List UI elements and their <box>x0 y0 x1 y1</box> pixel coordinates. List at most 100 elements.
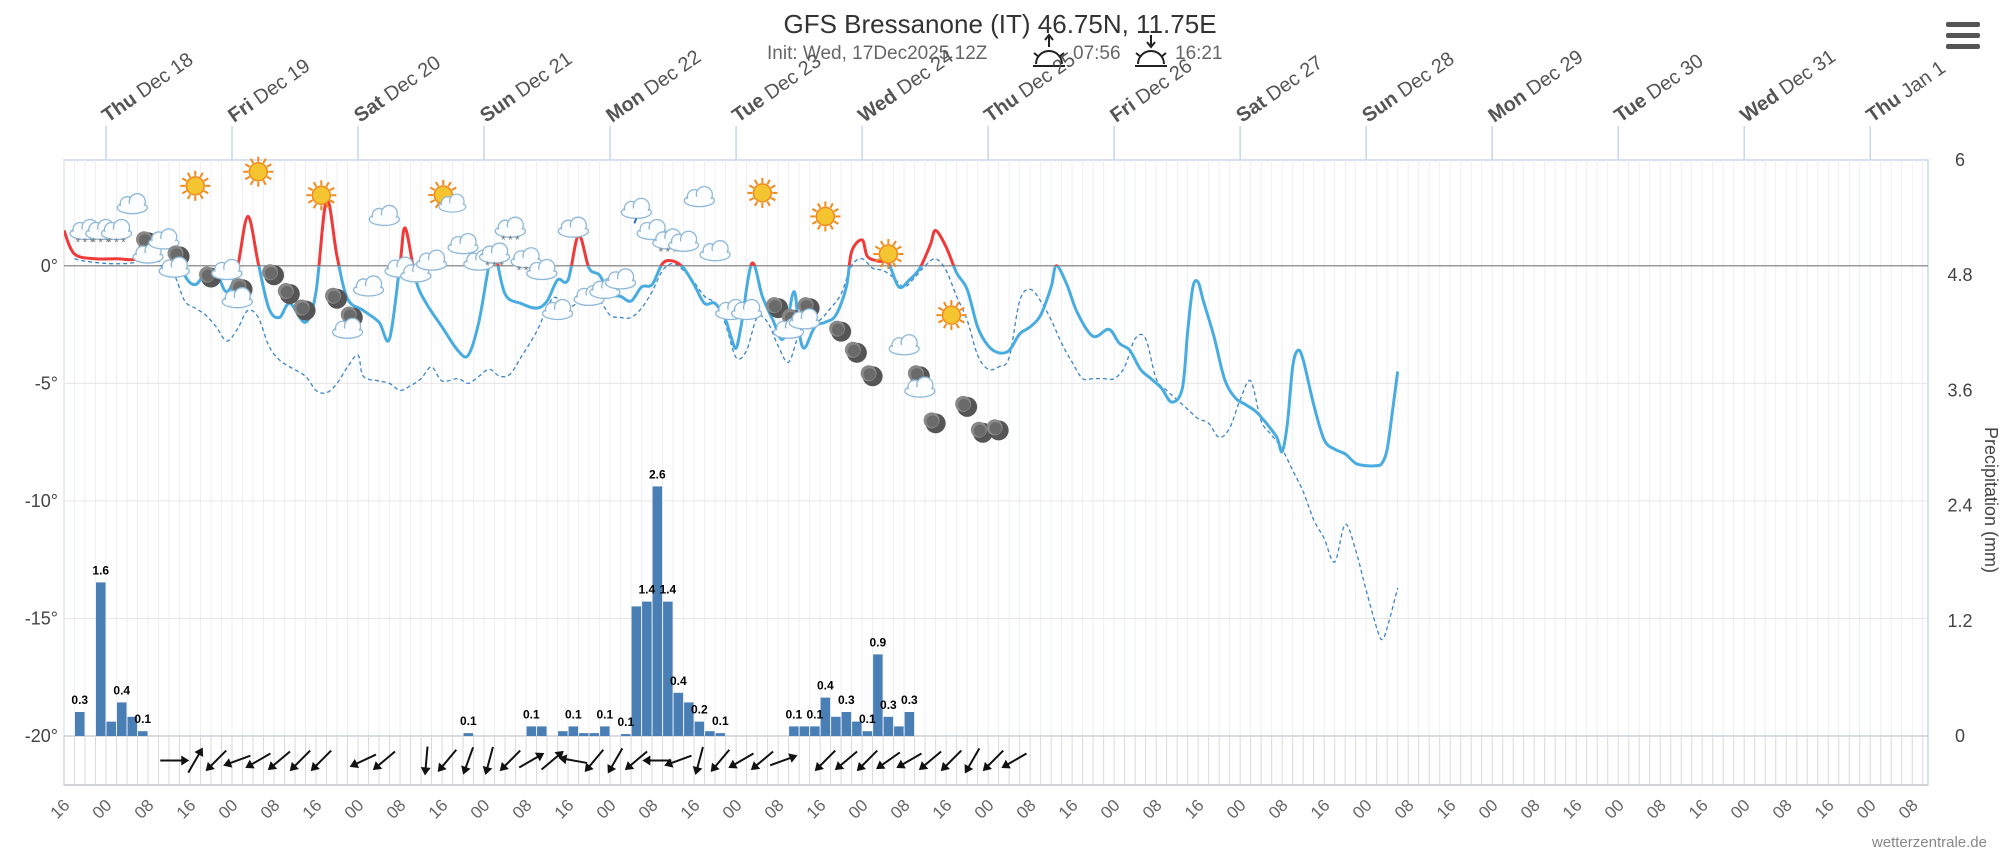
precip-bar <box>789 726 799 736</box>
precip-axis-title: Precipitation (mm) <box>1981 427 2000 573</box>
time-tick-label: 00 <box>467 796 494 823</box>
precip-bar <box>96 582 106 736</box>
time-tick-label: 16 <box>1685 796 1712 823</box>
time-tick-label: 16 <box>47 796 74 823</box>
temperature-tick-label: -5° <box>35 373 58 393</box>
sunrise-time: 07:56 <box>1073 43 1121 64</box>
precip-bar <box>558 731 568 736</box>
time-tick-label: 16 <box>425 796 452 823</box>
precip-value-label: 1.4 <box>659 583 676 597</box>
day-label-3: Sun Dec 21 <box>476 48 576 127</box>
time-tick-label: 00 <box>341 796 368 823</box>
precip-value-label: 0.1 <box>460 714 477 728</box>
time-tick-label: 16 <box>677 796 704 823</box>
svg-text:*: * <box>658 245 663 259</box>
precip-bar <box>579 733 589 736</box>
time-tick-label: 08 <box>509 796 536 823</box>
time-tick-label: 08 <box>887 796 914 823</box>
day-label-9: Sat Dec 27 <box>1232 52 1327 127</box>
day-label-10: Sun Dec 28 <box>1358 48 1458 127</box>
time-tick-label: 08 <box>1643 796 1670 823</box>
precip-bar <box>527 726 537 736</box>
hamburger-menu-icon[interactable] <box>1946 22 1980 52</box>
precip-tick-label: 0 <box>1955 726 1965 746</box>
time-tick-label: 00 <box>215 796 242 823</box>
time-tick-label: 16 <box>299 796 326 823</box>
svg-text:*: * <box>499 259 504 273</box>
precip-bar <box>894 726 904 736</box>
time-tick-label: 00 <box>1601 796 1628 823</box>
sunset-icon <box>1135 35 1167 66</box>
temperature-tick-label: -15° <box>25 608 58 628</box>
time-tick-label: 08 <box>1265 796 1292 823</box>
time-tick-label: 08 <box>1769 796 1796 823</box>
time-axis: 16 00 08 16 00 08 16 00 08 16 00 08 16 00 08 16 00 08 16 00… <box>47 796 1922 823</box>
time-tick-label: 16 <box>1181 796 1208 823</box>
plot-background <box>64 160 1928 785</box>
precip-bar <box>842 712 852 736</box>
svg-text:*: * <box>83 236 88 250</box>
svg-text:*: * <box>76 236 81 250</box>
precip-bar <box>663 602 673 736</box>
meteogram-chart: GFS Bressanone (IT) 46.75N, 11.75E Init:… <box>0 0 2000 849</box>
precip-tick-label: 3.6 <box>1947 380 1972 400</box>
time-tick-label: 00 <box>971 796 998 823</box>
precip-bar <box>569 726 579 736</box>
precip-bar <box>800 726 810 736</box>
svg-text:*: * <box>515 233 520 247</box>
precip-value-label: 0.1 <box>134 712 151 726</box>
precip-value-label: 0.3 <box>838 693 855 707</box>
svg-text:*: * <box>508 233 513 247</box>
precip-value-label: 0.1 <box>807 707 824 721</box>
time-tick-label: 00 <box>1727 796 1754 823</box>
precip-value-label: 0.1 <box>617 715 634 729</box>
time-tick-label: 16 <box>929 796 956 823</box>
precip-bar <box>621 734 631 736</box>
precipitation-axis: 64.83.62.41.20Precipitation (mm) <box>1947 150 2000 746</box>
precip-bar <box>810 726 820 736</box>
precip-bar <box>884 717 894 736</box>
precip-bar <box>905 712 915 736</box>
precip-bar <box>695 722 705 736</box>
time-tick-label: 16 <box>1811 796 1838 823</box>
precip-bar <box>674 693 684 736</box>
precip-value-label: 2.6 <box>649 467 666 481</box>
precip-value-label: 0.3 <box>880 698 897 712</box>
precip-value-label: 0.1 <box>712 714 729 728</box>
day-label-7: Thu Dec 25 <box>980 49 1079 128</box>
time-tick-label: 00 <box>89 796 116 823</box>
temperature-tick-label: -20° <box>25 726 58 746</box>
svg-text:*: * <box>485 259 490 273</box>
precip-bar <box>653 486 663 736</box>
day-label-14: Thu Jan 1 <box>1862 57 1949 127</box>
precip-tick-label: 6 <box>1955 150 1965 170</box>
day-labels: Thu Dec 18Fri Dec 19 Sat Dec 20 Sun Dec 21… <box>98 46 1950 160</box>
precip-value-label: 0.2 <box>691 703 708 717</box>
chart-title: GFS Bressanone (IT) 46.75N, 11.75E <box>783 9 1216 39</box>
time-tick-label: 08 <box>1517 796 1544 823</box>
time-tick-label: 08 <box>383 796 410 823</box>
precip-value-label: 0.1 <box>523 707 540 721</box>
time-tick-label: 08 <box>1139 796 1166 823</box>
time-tick-label: 08 <box>1391 796 1418 823</box>
precip-value-label: 0.4 <box>817 679 834 693</box>
precip-value-label: 0.1 <box>596 707 613 721</box>
time-tick-label: 00 <box>845 796 872 823</box>
time-tick-label: 00 <box>1223 796 1250 823</box>
precip-value-label: 1.6 <box>92 563 109 577</box>
precip-bar <box>642 602 652 736</box>
precip-bar <box>590 733 600 736</box>
precip-value-label: 0.4 <box>113 683 130 697</box>
precip-bar <box>831 717 841 736</box>
time-tick-label: 00 <box>1853 796 1880 823</box>
time-tick-label: 00 <box>1349 796 1376 823</box>
time-tick-label: 08 <box>635 796 662 823</box>
temperature-axis: 0°-5°-10°-15°-20° <box>25 256 58 746</box>
time-tick-label: 00 <box>1475 796 1502 823</box>
day-label-12: Tue Dec 30 <box>1610 50 1707 127</box>
day-label-11: Mon Dec 29 <box>1484 46 1587 127</box>
day-label-4: Mon Dec 22 <box>602 46 705 127</box>
day-label-1: Fri Dec 19 <box>224 55 314 127</box>
temperature-tick-label: 0° <box>41 256 58 276</box>
time-tick-label: 00 <box>719 796 746 823</box>
